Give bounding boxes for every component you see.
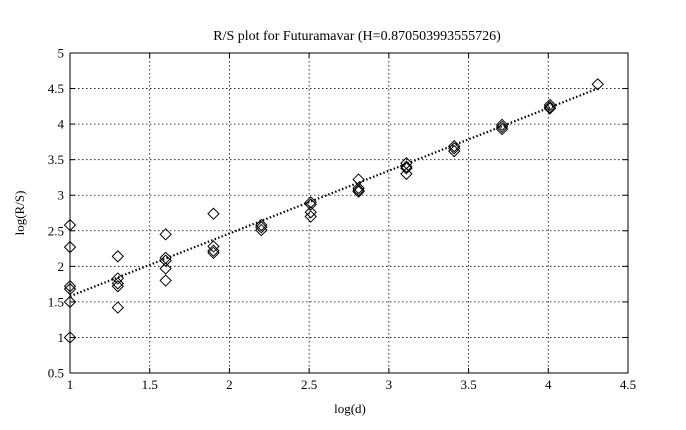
x-tick-label: 2.5 — [301, 377, 317, 392]
x-tick-label: 1.5 — [142, 377, 158, 392]
y-tick-label: 2.5 — [48, 223, 64, 238]
data-point-marker — [400, 167, 413, 181]
data-point-marker — [304, 196, 317, 209]
data-point-marker — [63, 240, 77, 254]
data-point-marker — [448, 139, 461, 153]
y-axis-label: log(R/S) — [12, 191, 27, 236]
y-tick-label: 4 — [58, 117, 65, 132]
data-point-marker — [304, 206, 317, 219]
y-tick-label: 1.5 — [48, 294, 64, 309]
data-point-marker — [111, 280, 125, 293]
data-point-marker — [352, 185, 365, 198]
chart-title: R/S plot for Futuramavar (H=0.8705039935… — [213, 29, 501, 44]
data-point-marker — [159, 254, 172, 267]
data-point-marker — [63, 218, 77, 232]
data-point-marker — [352, 184, 365, 197]
data-point-marker — [448, 142, 461, 155]
data-point-marker — [543, 98, 557, 112]
data-point-marker — [400, 160, 413, 173]
data-point-marker — [111, 272, 125, 285]
data-point-marker — [159, 274, 172, 287]
grid — [70, 53, 628, 373]
data-point-marker — [495, 120, 509, 134]
y-tick-label: 1 — [58, 330, 65, 345]
y-tick-label: 2 — [58, 259, 65, 274]
data-point-marker — [255, 218, 268, 232]
y-tick-label: 4.5 — [48, 81, 64, 96]
data-point-marker — [543, 102, 557, 115]
data-point-marker — [495, 118, 509, 132]
y-tick-label: 3.5 — [48, 152, 64, 167]
x-tick-label: 4.5 — [620, 377, 636, 392]
y-tick-label: 5 — [58, 46, 65, 61]
data-point-marker — [400, 161, 413, 175]
axis-ticks: 1 1.5 2 2.5 3 3.5 4 4.50.511.522.533.544.55 — [48, 46, 636, 393]
data-point-marker — [207, 240, 220, 253]
data-point-marker — [63, 331, 77, 344]
data-point-marker — [159, 228, 172, 241]
data-point-marker — [255, 223, 268, 237]
data-point-marker — [111, 301, 125, 314]
data-point-marker — [63, 280, 77, 293]
data-point-marker — [63, 295, 77, 309]
x-tick-label: 2 — [226, 377, 233, 392]
x-tick-label: 3.5 — [460, 377, 476, 392]
y-tick-label: 0.5 — [48, 366, 64, 381]
data-point-marker — [591, 78, 604, 91]
plot-area-frame — [69, 52, 629, 374]
data-point-marker — [207, 244, 220, 257]
y-tick-label: 3 — [58, 188, 65, 203]
data-point-marker — [63, 282, 77, 296]
x-tick-label: 3 — [386, 377, 393, 392]
data-markers — [63, 78, 604, 344]
data-point-marker — [304, 198, 317, 211]
data-point-marker — [159, 262, 172, 275]
data-point-marker — [207, 207, 220, 220]
x-tick-label: 1 — [67, 377, 74, 392]
data-point-marker — [304, 210, 317, 223]
data-point-marker — [448, 144, 461, 158]
data-point-marker — [495, 122, 509, 136]
data-point-marker — [207, 246, 220, 260]
data-point-marker — [543, 100, 557, 114]
x-axis-label: log(d) — [334, 401, 366, 416]
data-point-marker — [255, 221, 268, 234]
x-tick-label: 4 — [545, 377, 552, 392]
data-point-marker — [111, 250, 125, 263]
data-point-marker — [111, 277, 125, 290]
data-point-marker — [352, 181, 365, 195]
